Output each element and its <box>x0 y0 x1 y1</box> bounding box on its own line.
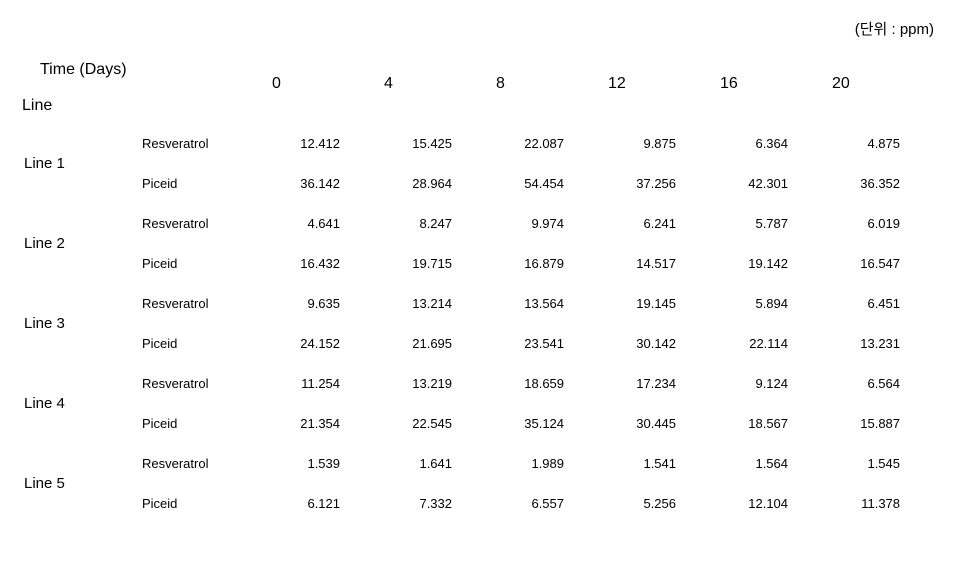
compound-label: Piceid <box>122 483 272 523</box>
value-cell: 19.715 <box>384 243 496 283</box>
compound-label: Resveratrol <box>122 363 272 403</box>
value-cell: 19.145 <box>608 283 720 323</box>
value-cell: 24.152 <box>272 323 384 363</box>
value-cell: 6.019 <box>832 203 944 243</box>
time-axis-label: Time (Days) <box>22 61 272 79</box>
table-row: Line 1Resveratrol12.41215.42522.0879.875… <box>22 123 944 163</box>
value-cell: 16.547 <box>832 243 944 283</box>
value-cell: 36.142 <box>272 163 384 203</box>
value-cell: 22.087 <box>496 123 608 163</box>
line-label: Line 3 <box>22 283 122 363</box>
value-cell: 11.254 <box>272 363 384 403</box>
value-cell: 6.564 <box>832 363 944 403</box>
compound-label: Resveratrol <box>122 123 272 163</box>
compound-label: Piceid <box>122 163 272 203</box>
line-label: Line 1 <box>22 123 122 203</box>
value-cell: 1.545 <box>832 443 944 483</box>
value-cell: 1.989 <box>496 443 608 483</box>
value-cell: 36.352 <box>832 163 944 203</box>
value-cell: 13.564 <box>496 283 608 323</box>
value-cell: 35.124 <box>496 403 608 443</box>
value-cell: 7.332 <box>384 483 496 523</box>
value-cell: 11.378 <box>832 483 944 523</box>
compound-label: Piceid <box>122 403 272 443</box>
value-cell: 13.231 <box>832 323 944 363</box>
value-cell: 12.104 <box>720 483 832 523</box>
value-cell: 6.241 <box>608 203 720 243</box>
compound-label: Resveratrol <box>122 203 272 243</box>
day-header: 16 <box>720 53 832 123</box>
value-cell: 18.567 <box>720 403 832 443</box>
value-cell: 1.564 <box>720 443 832 483</box>
value-cell: 19.142 <box>720 243 832 283</box>
value-cell: 9.124 <box>720 363 832 403</box>
value-cell: 15.887 <box>832 403 944 443</box>
value-cell: 5.894 <box>720 283 832 323</box>
line-label: Line 5 <box>22 443 122 523</box>
value-cell: 5.256 <box>608 483 720 523</box>
value-cell: 16.879 <box>496 243 608 283</box>
compound-label: Resveratrol <box>122 443 272 483</box>
value-cell: 54.454 <box>496 163 608 203</box>
value-cell: 16.432 <box>272 243 384 283</box>
data-table: Time (Days)Line048121620 Line 1Resveratr… <box>22 53 944 523</box>
value-cell: 9.875 <box>608 123 720 163</box>
value-cell: 1.539 <box>272 443 384 483</box>
value-cell: 30.142 <box>608 323 720 363</box>
value-cell: 4.641 <box>272 203 384 243</box>
line-axis-label: Line <box>22 79 272 115</box>
table-row: Piceid6.1217.3326.5575.25612.10411.378 <box>22 483 944 523</box>
table-row: Line 5Resveratrol1.5391.6411.9891.5411.5… <box>22 443 944 483</box>
value-cell: 8.247 <box>384 203 496 243</box>
value-cell: 12.412 <box>272 123 384 163</box>
value-cell: 6.557 <box>496 483 608 523</box>
day-header: 4 <box>384 53 496 123</box>
table-row: Piceid36.14228.96454.45437.25642.30136.3… <box>22 163 944 203</box>
table-row: Line 3Resveratrol9.63513.21413.56419.145… <box>22 283 944 323</box>
value-cell: 1.641 <box>384 443 496 483</box>
compound-label: Resveratrol <box>122 283 272 323</box>
value-cell: 30.445 <box>608 403 720 443</box>
table-row: Piceid24.15221.69523.54130.14222.11413.2… <box>22 323 944 363</box>
value-cell: 14.517 <box>608 243 720 283</box>
table-row: Line 4Resveratrol11.25413.21918.65917.23… <box>22 363 944 403</box>
value-cell: 9.974 <box>496 203 608 243</box>
line-label: Line 2 <box>22 203 122 283</box>
value-cell: 5.787 <box>720 203 832 243</box>
value-cell: 22.114 <box>720 323 832 363</box>
day-header: 0 <box>272 53 384 123</box>
table-corner: Time (Days)Line <box>22 53 272 123</box>
value-cell: 42.301 <box>720 163 832 203</box>
value-cell: 28.964 <box>384 163 496 203</box>
day-header: 20 <box>832 53 944 123</box>
value-cell: 6.121 <box>272 483 384 523</box>
value-cell: 13.219 <box>384 363 496 403</box>
value-cell: 18.659 <box>496 363 608 403</box>
table-row: Piceid16.43219.71516.87914.51719.14216.5… <box>22 243 944 283</box>
compound-label: Piceid <box>122 323 272 363</box>
value-cell: 21.354 <box>272 403 384 443</box>
value-cell: 17.234 <box>608 363 720 403</box>
unit-label: (단위 : ppm) <box>22 18 938 39</box>
value-cell: 1.541 <box>608 443 720 483</box>
value-cell: 6.364 <box>720 123 832 163</box>
value-cell: 13.214 <box>384 283 496 323</box>
day-header: 8 <box>496 53 608 123</box>
value-cell: 15.425 <box>384 123 496 163</box>
table-row: Line 2Resveratrol4.6418.2479.9746.2415.7… <box>22 203 944 243</box>
day-header: 12 <box>608 53 720 123</box>
value-cell: 21.695 <box>384 323 496 363</box>
value-cell: 9.635 <box>272 283 384 323</box>
value-cell: 4.875 <box>832 123 944 163</box>
line-label: Line 4 <box>22 363 122 443</box>
value-cell: 22.545 <box>384 403 496 443</box>
value-cell: 37.256 <box>608 163 720 203</box>
value-cell: 6.451 <box>832 283 944 323</box>
compound-label: Piceid <box>122 243 272 283</box>
value-cell: 23.541 <box>496 323 608 363</box>
table-row: Piceid21.35422.54535.12430.44518.56715.8… <box>22 403 944 443</box>
